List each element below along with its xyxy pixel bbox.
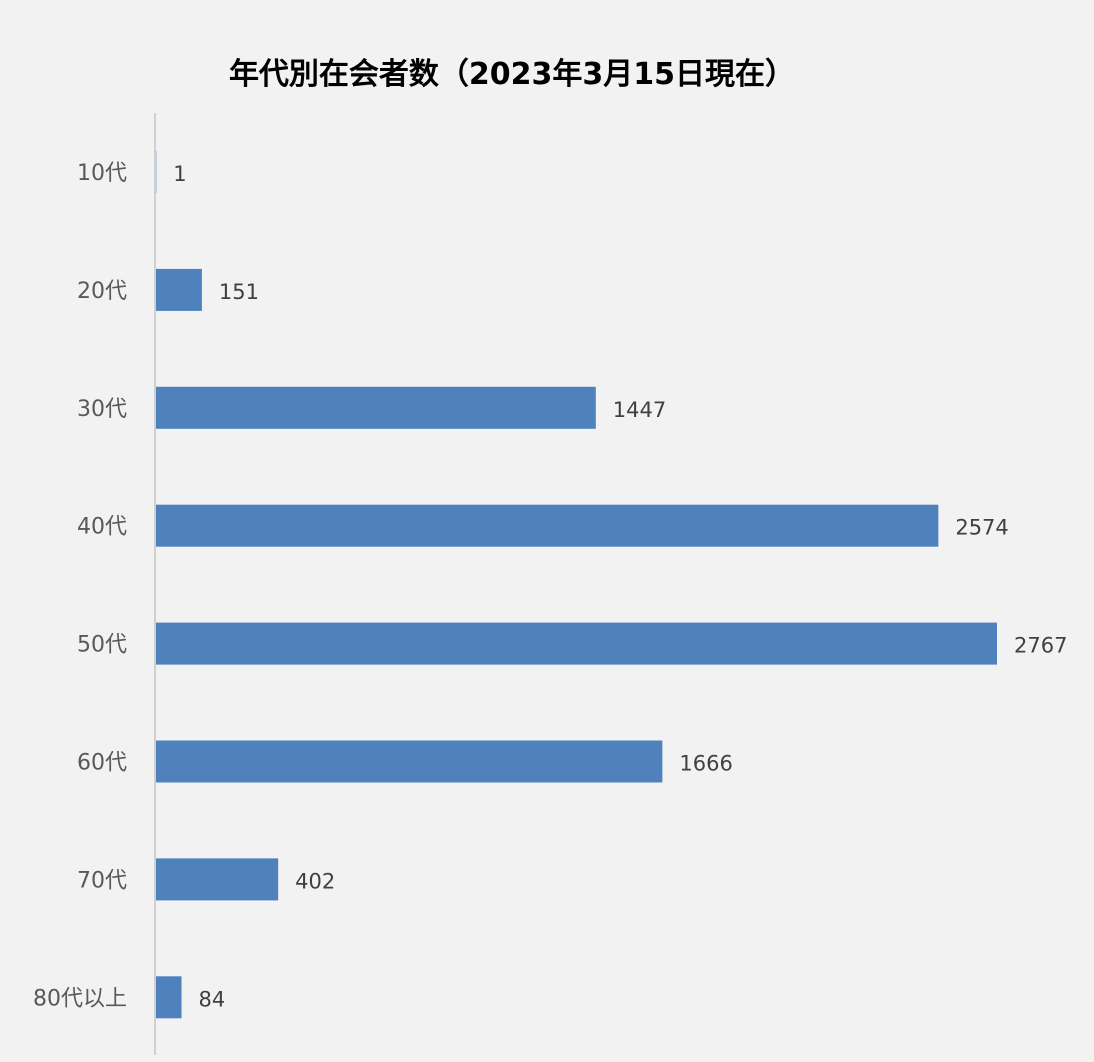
data-label: 402 [295, 869, 335, 893]
bar [156, 386, 596, 429]
category-label: 30代 [77, 397, 127, 422]
bars-group: 10代 1 20代 151 30代 1447 40代 2574 50代 2767 60代 1666 70… [33, 151, 1067, 1019]
category-label: 50代 [77, 633, 127, 658]
bar [156, 976, 182, 1019]
bar [156, 858, 279, 901]
chart-title: 年代別在会者数（2023年3月15日現在） [229, 57, 795, 92]
category-label: 80代以上 [33, 986, 127, 1011]
category-label: 10代 [77, 161, 127, 186]
data-label: 2574 [955, 516, 1008, 540]
data-label: 151 [219, 280, 259, 304]
data-label: 1447 [613, 398, 666, 422]
category-label: 40代 [77, 515, 127, 540]
data-label: 1666 [679, 752, 732, 776]
data-label: 1 [173, 162, 186, 186]
bar [156, 504, 939, 547]
bar [156, 740, 663, 783]
category-label: 20代 [77, 279, 127, 304]
bar [156, 622, 997, 665]
category-label: 70代 [77, 868, 127, 893]
data-label: 84 [199, 987, 226, 1011]
bar [156, 268, 202, 311]
category-label: 60代 [77, 751, 127, 776]
data-label: 2767 [1014, 634, 1067, 658]
